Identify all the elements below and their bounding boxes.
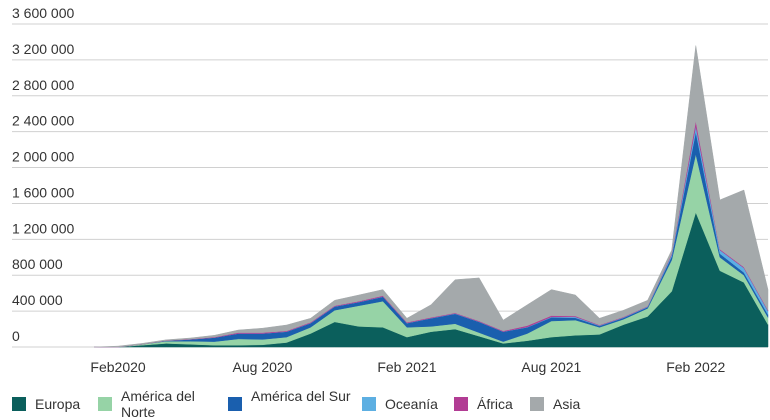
y-tick-label: 400 000 bbox=[12, 292, 63, 308]
x-tick-label: Feb 2022 bbox=[666, 359, 725, 375]
y-tick-label: 3 600 000 bbox=[12, 5, 74, 21]
y-tick-label: 0 bbox=[12, 328, 20, 344]
areas bbox=[93, 45, 769, 348]
x-tick-label: Aug 2020 bbox=[233, 359, 293, 375]
legend-item: Asia bbox=[530, 388, 613, 412]
y-tick-label: 800 000 bbox=[12, 256, 63, 272]
y-tick-label: 3 200 000 bbox=[12, 41, 74, 57]
legend-swatch bbox=[12, 397, 26, 411]
legend-label: América del Sur bbox=[251, 388, 351, 404]
area bbox=[93, 45, 769, 348]
y-axis: 0 400 000 800 000 1 200 000 1 600 000 2 000 0… bbox=[12, 5, 74, 344]
y-tick-label: 2 800 000 bbox=[12, 77, 74, 93]
x-tick-label: Feb2020 bbox=[90, 359, 145, 375]
legend-label: Asia bbox=[553, 396, 581, 412]
x-tick-label: Feb 2021 bbox=[377, 359, 436, 375]
legend-label: Oceanía bbox=[385, 396, 438, 412]
legend-item: América del Sur bbox=[228, 388, 351, 411]
legend-item: África bbox=[454, 388, 537, 412]
y-tick-label: 1 200 000 bbox=[12, 220, 74, 236]
legend: Europa América del Norte América del Sur Oc… bbox=[0, 388, 770, 420]
grid bbox=[12, 23, 768, 348]
legend-item: Oceanía bbox=[362, 388, 465, 412]
legend-label: Europa bbox=[35, 396, 81, 412]
legend-swatch bbox=[362, 397, 376, 411]
legend-swatch bbox=[98, 397, 112, 411]
y-tick-label: 2 000 000 bbox=[12, 149, 74, 165]
y-tick-label: 2 400 000 bbox=[12, 113, 74, 129]
x-tick-label: Aug 2021 bbox=[521, 359, 581, 375]
legend-swatch bbox=[228, 397, 242, 411]
legend-label: América del Norte bbox=[121, 388, 195, 420]
legend-swatch bbox=[530, 397, 544, 411]
legend-item: Europa bbox=[12, 388, 115, 412]
legend-label: África bbox=[477, 396, 513, 412]
y-tick-label: 1 600 000 bbox=[12, 184, 74, 200]
chart: 0 400 000 800 000 1 200 000 1 600 000 2 000 0… bbox=[12, 5, 769, 375]
legend-swatch bbox=[454, 397, 468, 411]
legend-item: América del Norte bbox=[98, 388, 211, 420]
